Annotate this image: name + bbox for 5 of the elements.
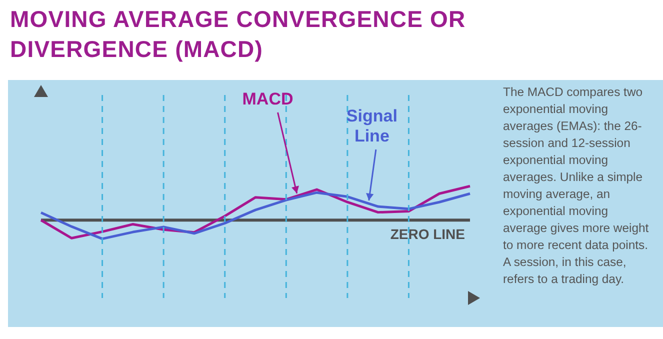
text: The MACD compares two exponential moving averages (EMAs): the 26-session and 12-session exponential moving averages. Unlike a simple moving average, an exponential moving average gives more weight to more recent data points. A session, in this case, refers to a trading day. [503, 85, 649, 286]
ref-line-label: ZERO LINE [390, 226, 465, 242]
chart-title: MOVING AVERAGE CONVERGENCE OR DIVERGENCE (MACD) [10, 5, 467, 64]
text: Signal Line [346, 106, 398, 146]
text: MACD [242, 89, 294, 108]
